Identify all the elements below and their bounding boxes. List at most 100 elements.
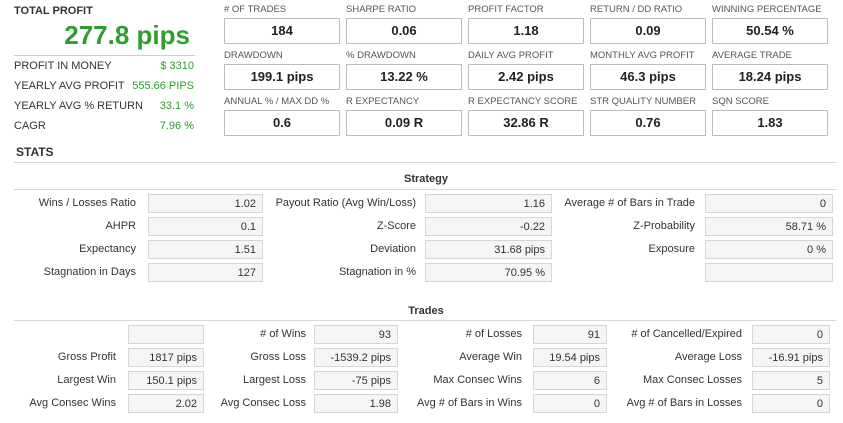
metric-num-trades: # OF TRADES 184 [224,4,342,44]
trade-value-empty [128,325,204,344]
trade-label: Avg Consec Wins [29,397,116,409]
summary-row-cagr: CAGR 7.96 % [14,120,194,138]
metric-sqn-score: SQN SCORE 1.83 [712,96,830,136]
trade-value: 150.1 pips [128,371,204,390]
metric-value: 18.24 pips [712,64,828,90]
trade-value: 6 [533,371,607,390]
metric-value: 0.6 [224,110,340,136]
metric-label: R EXPECTANCY [346,96,420,107]
summary-value: 33.1 % [159,100,194,112]
strategy-section-title: Strategy [403,173,449,185]
metric-pct-drawdown: % DRAWDOWN 13.22 % [346,50,464,90]
metric-sharpe-ratio: SHARPE RATIO 0.06 [346,4,464,44]
metric-value: 2.42 pips [468,64,584,90]
summary-row-profit-money: PROFIT IN MONEY $ 3310 [14,60,194,78]
stat-value: 0.1 [148,217,263,236]
summary-label: YEARLY AVG % RETURN [14,100,143,112]
trade-label: Average Loss [674,351,742,363]
stat-value: 1.51 [148,240,263,259]
metric-value: 1.18 [468,18,584,44]
trade-label: # of Cancelled/Expired [631,328,742,340]
trade-label: Avg Consec Loss [220,397,306,409]
metric-label: STR QUALITY NUMBER [590,96,696,107]
metric-label: # OF TRADES [224,4,287,15]
trade-label: Max Consec Wins [433,374,522,386]
trade-label: # of Losses [465,328,522,340]
trade-value: 93 [314,325,398,344]
metric-value: 50.54 % [712,18,828,44]
stat-label: Payout Ratio (Avg Win/Loss) [275,197,416,209]
trade-label: Gross Loss [250,351,306,363]
divider [14,55,195,56]
trade-value: 1817 pips [128,348,204,367]
metric-label: SQN SCORE [712,96,770,107]
stat-label: Expectancy [79,243,136,255]
metric-annual-max-dd: ANNUAL % / MAX DD % 0.6 [224,96,342,136]
trade-value: -16.91 pips [752,348,830,367]
trade-value: 2.02 [128,394,204,413]
stat-value: 0 % [705,240,833,259]
divider [14,320,836,321]
stat-label: Average # of Bars in Trade [564,197,695,209]
metric-label: R EXPECTANCY SCORE [468,96,578,107]
metric-str-quality-number: STR QUALITY NUMBER 0.76 [590,96,708,136]
metric-label: DAILY AVG PROFIT [468,50,554,61]
metric-value: 13.22 % [346,64,462,90]
metric-value: 0.09 [590,18,706,44]
stat-label: Wins / Losses Ratio [38,197,136,209]
stat-value: -0.22 [425,217,552,236]
stat-value: 127 [148,263,263,282]
metric-label: WINNING PERCENTAGE [712,4,822,15]
trade-value: 1.98 [314,394,398,413]
metric-value: 0.06 [346,18,462,44]
stat-label: AHPR [105,220,136,232]
total-profit-value: 277.8 pips [64,20,190,50]
metric-value: 0.09 R [346,110,462,136]
trade-value: -75 pips [314,371,398,390]
trade-value: 0 [752,394,830,413]
divider [14,162,836,163]
metric-profit-factor: PROFIT FACTOR 1.18 [468,4,586,44]
metric-label: RETURN / DD RATIO [590,4,683,15]
trade-value: 91 [533,325,607,344]
metric-value: 32.86 R [468,110,584,136]
stat-label: Stagnation in % [338,266,416,278]
metric-label: % DRAWDOWN [346,50,416,61]
summary-row-yearly-avg-profit: YEARLY AVG PROFIT 555.66 PIPS [14,80,194,98]
summary-row-yearly-avg-return: YEARLY AVG % RETURN 33.1 % [14,100,194,118]
stat-value: 58.71 % [705,217,833,236]
trade-label: Max Consec Losses [642,374,742,386]
metric-drawdown: DRAWDOWN 199.1 pips [224,50,342,90]
metric-winning-percentage: WINNING PERCENTAGE 50.54 % [712,4,830,44]
trade-value: 5 [752,371,830,390]
metric-value: 0.76 [590,110,706,136]
metric-average-trade: AVERAGE TRADE 18.24 pips [712,50,830,90]
trades-section-title: Trades [408,305,444,317]
trade-label: Average Win [459,351,522,363]
trade-label: # of Wins [260,328,306,340]
stat-value-empty [705,263,833,282]
metric-value: 184 [224,18,340,44]
metric-return-dd-ratio: RETURN / DD RATIO 0.09 [590,4,708,44]
stat-value: 1.02 [148,194,263,213]
trade-label: Avg # of Bars in Wins [417,397,522,409]
divider [14,189,836,190]
summary-value: 7.96 % [159,120,194,132]
metric-r-expectancy-score: R EXPECTANCY SCORE 32.86 R [468,96,586,136]
metric-label: DRAWDOWN [224,50,283,61]
summary-value: $ 3310 [160,60,194,72]
stat-value: 1.16 [425,194,552,213]
trade-label: Gross Profit [57,351,116,363]
stat-label: Stagnation in Days [43,266,136,278]
trade-label: Avg # of Bars in Losses [626,397,742,409]
trade-value: 19.54 pips [533,348,607,367]
stat-value: 70.95 % [425,263,552,282]
summary-label: PROFIT IN MONEY [14,60,112,72]
stat-label: Z-Probability [633,220,695,232]
metric-label: PROFIT FACTOR [468,4,544,15]
stat-label: Exposure [648,243,695,255]
metric-label: ANNUAL % / MAX DD % [224,96,330,107]
metric-r-expectancy: R EXPECTANCY 0.09 R [346,96,464,136]
trade-value: 0 [752,325,830,344]
summary-label: CAGR [14,120,46,132]
